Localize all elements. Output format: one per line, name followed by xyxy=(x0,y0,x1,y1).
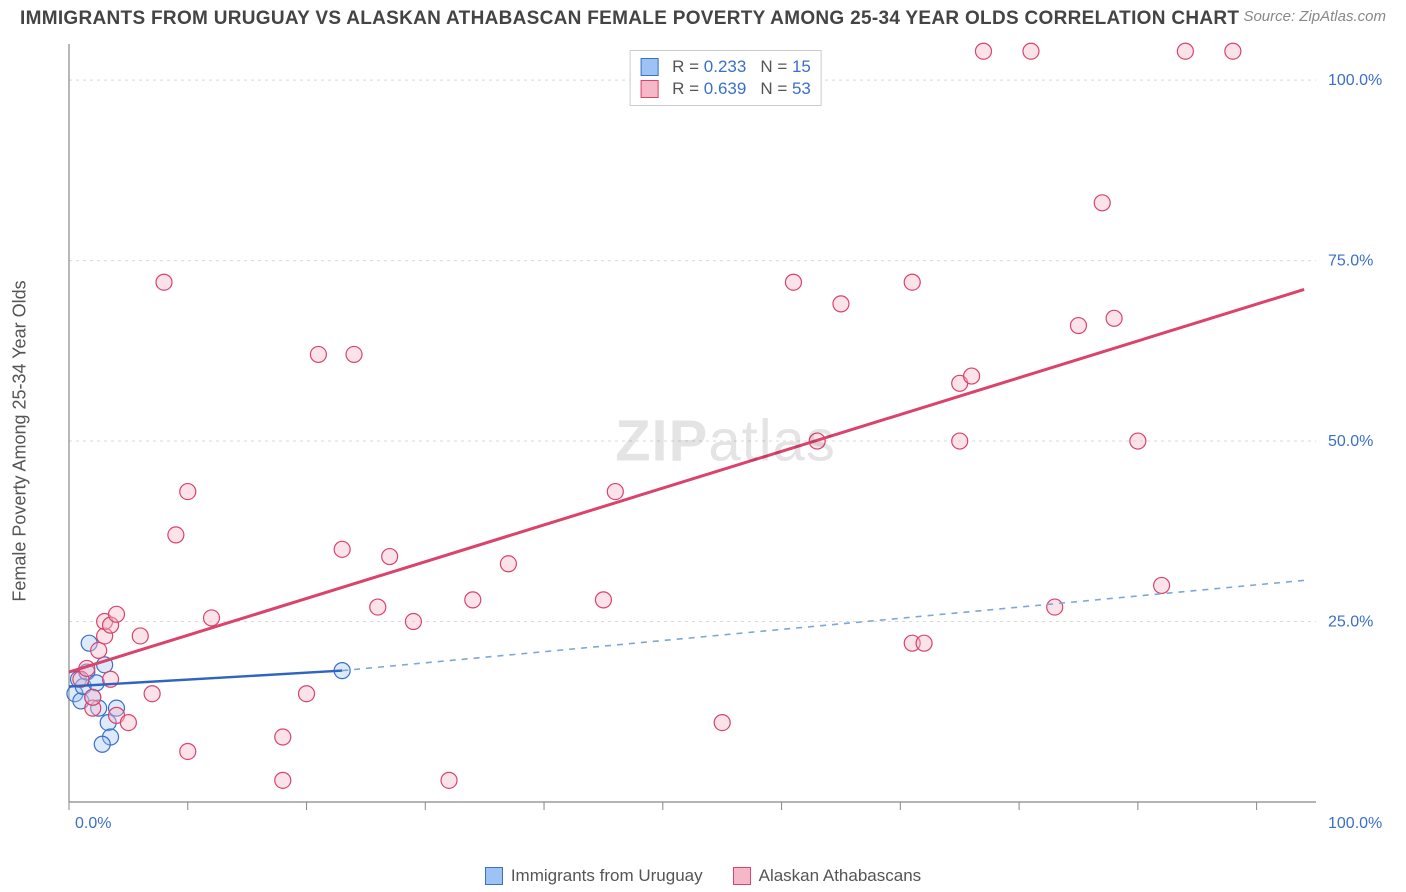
data-point xyxy=(346,346,362,362)
legend-swatch xyxy=(640,80,658,98)
data-point xyxy=(607,484,623,500)
data-point xyxy=(91,642,107,658)
data-point xyxy=(88,675,104,691)
data-point xyxy=(299,686,315,702)
legend-item: Alaskan Athabascans xyxy=(733,866,922,886)
data-point xyxy=(144,686,160,702)
data-point xyxy=(1154,577,1170,593)
legend-swatch xyxy=(485,867,503,885)
data-point xyxy=(180,484,196,500)
data-point xyxy=(180,743,196,759)
data-point xyxy=(714,715,730,731)
chart-title: IMMIGRANTS FROM URUGUAY VS ALASKAN ATHAB… xyxy=(20,8,1239,30)
data-point xyxy=(334,541,350,557)
x-tick-label: 0.0% xyxy=(75,815,111,832)
data-point xyxy=(405,614,421,630)
legend-row: R = 0.233 N = 15 xyxy=(640,57,811,77)
legend-label: Alaskan Athabascans xyxy=(759,866,922,886)
scatter-plot-svg: 25.0% 50.0% 75.0% 100.0% 0.0% 100.0% xyxy=(65,40,1386,842)
y-tick-label: 25.0% xyxy=(1328,614,1373,631)
legend-label: Immigrants from Uruguay xyxy=(511,866,703,886)
series-legend: Immigrants from Uruguay Alaskan Athabasca… xyxy=(0,866,1406,886)
data-point xyxy=(85,689,101,705)
data-point xyxy=(1047,599,1063,615)
data-point xyxy=(275,729,291,745)
data-point xyxy=(500,556,516,572)
data-point xyxy=(156,274,172,290)
legend-swatch xyxy=(640,58,658,76)
y-tick-label: 50.0% xyxy=(1328,433,1373,450)
data-point xyxy=(785,274,801,290)
data-point xyxy=(1094,195,1110,211)
legend-r-value: R = 0.639 xyxy=(672,79,746,99)
legend-item: Immigrants from Uruguay xyxy=(485,866,703,886)
data-point xyxy=(168,527,184,543)
data-point xyxy=(1023,43,1039,59)
data-point xyxy=(1130,433,1146,449)
data-point xyxy=(94,736,110,752)
legend-row: R = 0.639 N = 53 xyxy=(640,79,811,99)
y-tick-label: 100.0% xyxy=(1328,72,1382,89)
data-point xyxy=(132,628,148,644)
legend-swatch xyxy=(733,867,751,885)
chart-container: Female Poverty Among 25-34 Year Olds 25.… xyxy=(45,40,1386,842)
legend-n-value: N = 15 xyxy=(760,57,811,77)
correlation-legend: R = 0.233 N = 15 R = 0.639 N = 53 xyxy=(629,50,822,106)
legend-n-value: N = 53 xyxy=(760,79,811,99)
y-tick-label: 75.0% xyxy=(1328,253,1373,270)
data-point xyxy=(382,549,398,565)
data-point xyxy=(204,610,220,626)
data-point xyxy=(916,635,932,651)
x-tick-label: 100.0% xyxy=(1328,815,1382,832)
data-point xyxy=(370,599,386,615)
data-point xyxy=(310,346,326,362)
y-axis-label: Female Poverty Among 25-34 Year Olds xyxy=(10,280,31,601)
data-point xyxy=(595,592,611,608)
data-point xyxy=(120,715,136,731)
legend-r-value: R = 0.233 xyxy=(672,57,746,77)
data-point xyxy=(975,43,991,59)
data-point xyxy=(1106,310,1122,326)
data-point xyxy=(904,274,920,290)
data-point xyxy=(465,592,481,608)
data-point xyxy=(964,368,980,384)
data-point xyxy=(1070,318,1086,334)
data-point xyxy=(275,772,291,788)
data-point xyxy=(1177,43,1193,59)
data-point xyxy=(833,296,849,312)
data-point xyxy=(441,772,457,788)
data-point xyxy=(1225,43,1241,59)
data-point xyxy=(952,433,968,449)
data-point xyxy=(109,606,125,622)
source-attribution: Source: ZipAtlas.com xyxy=(1243,8,1386,25)
